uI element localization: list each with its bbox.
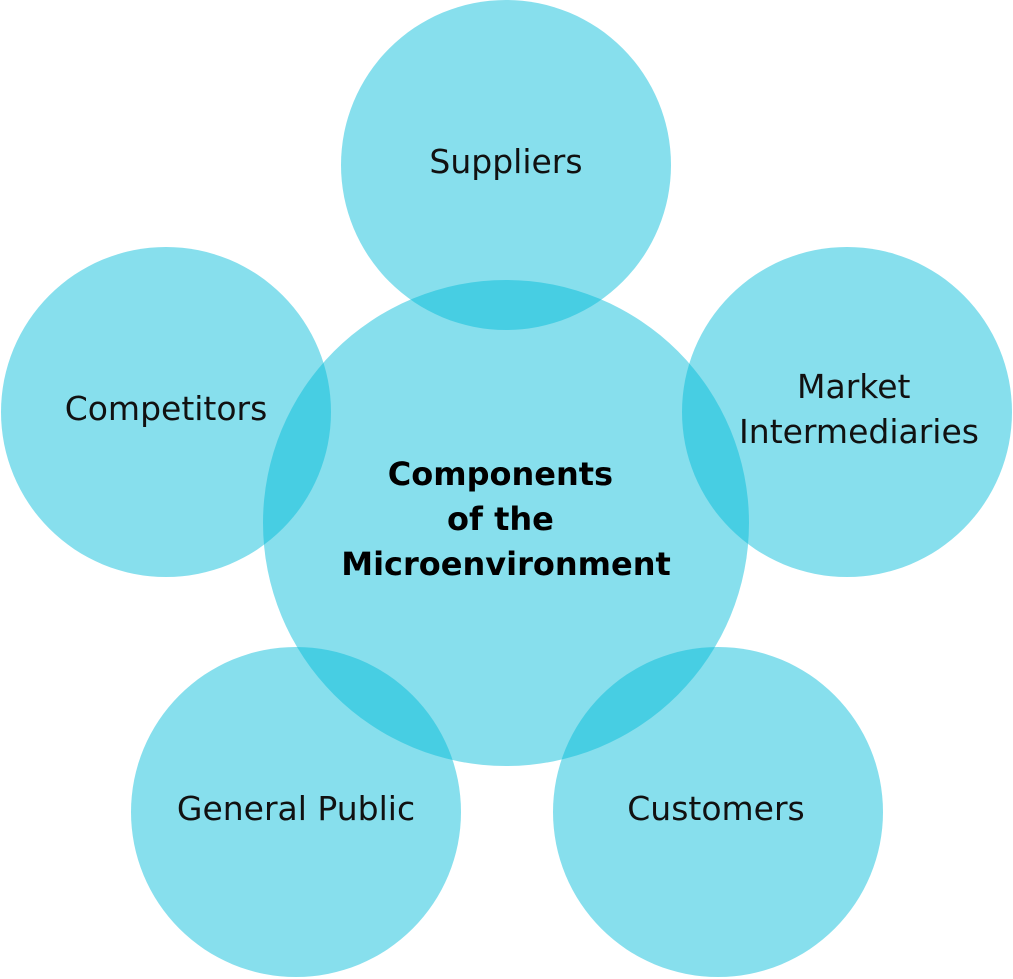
customers-circle <box>553 647 883 977</box>
center-label-line-2: of the <box>447 500 554 538</box>
center-label-line-1: Components <box>388 455 613 493</box>
competitors-label-line: Competitors <box>65 389 268 428</box>
suppliers-label-line: Suppliers <box>429 142 582 181</box>
general-public-label: General Public <box>177 789 415 828</box>
center-label-line-3: Microenvironment <box>341 545 671 583</box>
center-circle <box>263 280 749 766</box>
market-intermediaries-circle <box>682 247 1012 577</box>
customers-label: Customers <box>627 789 805 828</box>
market-intermediaries-label-line-1: Market <box>797 367 910 406</box>
suppliers-circle <box>341 0 671 330</box>
competitors-label: Competitors <box>65 389 268 428</box>
general-public-label-line: General Public <box>177 789 415 828</box>
market-intermediaries-label-line-2: Intermediaries <box>739 412 979 451</box>
suppliers-label: Suppliers <box>429 142 582 181</box>
customers-label-line: Customers <box>627 789 805 828</box>
general-public-circle <box>131 647 461 977</box>
competitors-circle <box>1 247 331 577</box>
center-label: Components of the Microenvironment <box>341 455 671 583</box>
market-intermediaries-label: Market Intermediaries <box>739 367 979 451</box>
